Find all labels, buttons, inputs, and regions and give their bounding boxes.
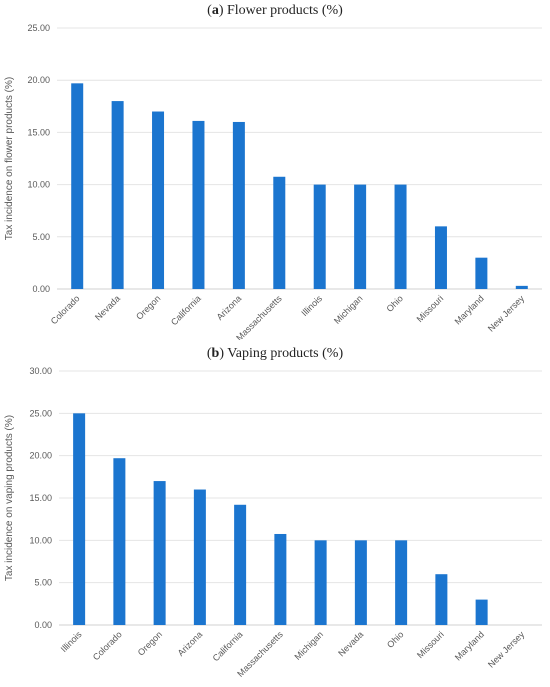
y-tick-label: 20.00 bbox=[29, 451, 52, 461]
bar-nevada bbox=[354, 540, 367, 625]
x-category-label: Ohio bbox=[384, 293, 405, 314]
bar-arizona bbox=[193, 489, 206, 625]
x-category-label: Missouri bbox=[415, 293, 446, 324]
x-category-label: Nevada bbox=[336, 629, 365, 658]
y-tick-label: 15.00 bbox=[27, 127, 50, 137]
y-tick-label: 5.00 bbox=[34, 578, 52, 588]
bar-illinois bbox=[73, 413, 86, 625]
x-category-label: Maryland bbox=[453, 629, 486, 662]
x-category-label: Nevada bbox=[93, 293, 122, 322]
y-tick-label: 0.00 bbox=[32, 284, 50, 294]
x-category-label: Arizona bbox=[215, 293, 244, 322]
bar-california bbox=[192, 120, 205, 289]
y-tick-label: 5.00 bbox=[32, 232, 50, 242]
vaping-products-panel: (b) Vaping products (%) 0.00 5.00 10.00 15.… bbox=[0, 343, 550, 687]
x-category-label: Illinois bbox=[299, 293, 324, 318]
y-axis-title: Tax incidence on vaping products (%) bbox=[4, 415, 15, 581]
bar-michigan bbox=[314, 540, 327, 625]
y-tick-label: 15.00 bbox=[29, 493, 52, 503]
y-tick-label: 0.00 bbox=[34, 620, 52, 630]
bar-michigan bbox=[354, 184, 367, 289]
x-category-label: New Jersey bbox=[486, 629, 527, 670]
bar-california bbox=[234, 504, 247, 625]
bar-maryland bbox=[475, 599, 488, 625]
x-category-label: Arizona bbox=[176, 629, 205, 658]
x-category-label: California bbox=[211, 629, 245, 663]
bar-colorado bbox=[113, 458, 126, 625]
bar-nevada bbox=[111, 101, 124, 289]
y-tick-label: 30.00 bbox=[29, 366, 52, 376]
vaping-products-chart: 0.00 5.00 10.00 15.00 20.00 25.00 30.00 Tax inc… bbox=[4, 366, 542, 679]
chart-title-vaping: (b) Vaping products (%) bbox=[206, 346, 344, 361]
y-tick-label: 25.00 bbox=[27, 23, 50, 33]
bar-ohio bbox=[394, 184, 407, 289]
x-category-label: Colorado bbox=[49, 293, 82, 326]
x-category-label: Michigan bbox=[332, 293, 365, 326]
x-category-label: Maryland bbox=[453, 293, 486, 326]
bar-new-jersey bbox=[515, 285, 528, 289]
bar-massachusetts bbox=[274, 533, 287, 625]
bar-missouri bbox=[435, 574, 448, 625]
x-category-label: New Jersey bbox=[486, 293, 527, 334]
bar-oregon bbox=[153, 481, 166, 625]
y-tick-label: 25.00 bbox=[29, 408, 52, 418]
bar-missouri bbox=[434, 226, 447, 289]
y-tick-label: 20.00 bbox=[27, 75, 50, 85]
y-tick-label: 10.00 bbox=[29, 535, 52, 545]
bar-colorado bbox=[71, 83, 84, 289]
x-category-label: Colorado bbox=[91, 629, 124, 662]
bar-oregon bbox=[152, 111, 165, 290]
bar-massachusetts bbox=[273, 176, 286, 289]
flower-products-panel: (a) Flower products (%) 0.00 5.00 10.00 15.… bbox=[0, 0, 550, 340]
bar-ohio bbox=[395, 540, 408, 625]
flower-products-chart: 0.00 5.00 10.00 15.00 20.00 25.00 Tax incidenc… bbox=[4, 23, 542, 340]
x-category-label: Missouri bbox=[415, 629, 446, 660]
x-category-label: Illinois bbox=[59, 629, 84, 654]
bar-illinois bbox=[313, 184, 326, 289]
x-category-label: Oregon bbox=[134, 293, 162, 321]
x-category-label: California bbox=[169, 293, 203, 327]
bar-maryland bbox=[475, 257, 488, 289]
bar-arizona bbox=[232, 121, 245, 290]
x-category-label: Oregon bbox=[136, 629, 164, 657]
y-tick-label: 10.00 bbox=[27, 180, 50, 190]
y-axis-title: Tax incidence on flower products (%) bbox=[4, 77, 15, 240]
x-category-label: Michigan bbox=[292, 629, 325, 662]
x-category-label: Ohio bbox=[385, 629, 406, 650]
chart-title-flower: (a) Flower products (%) bbox=[207, 3, 343, 18]
